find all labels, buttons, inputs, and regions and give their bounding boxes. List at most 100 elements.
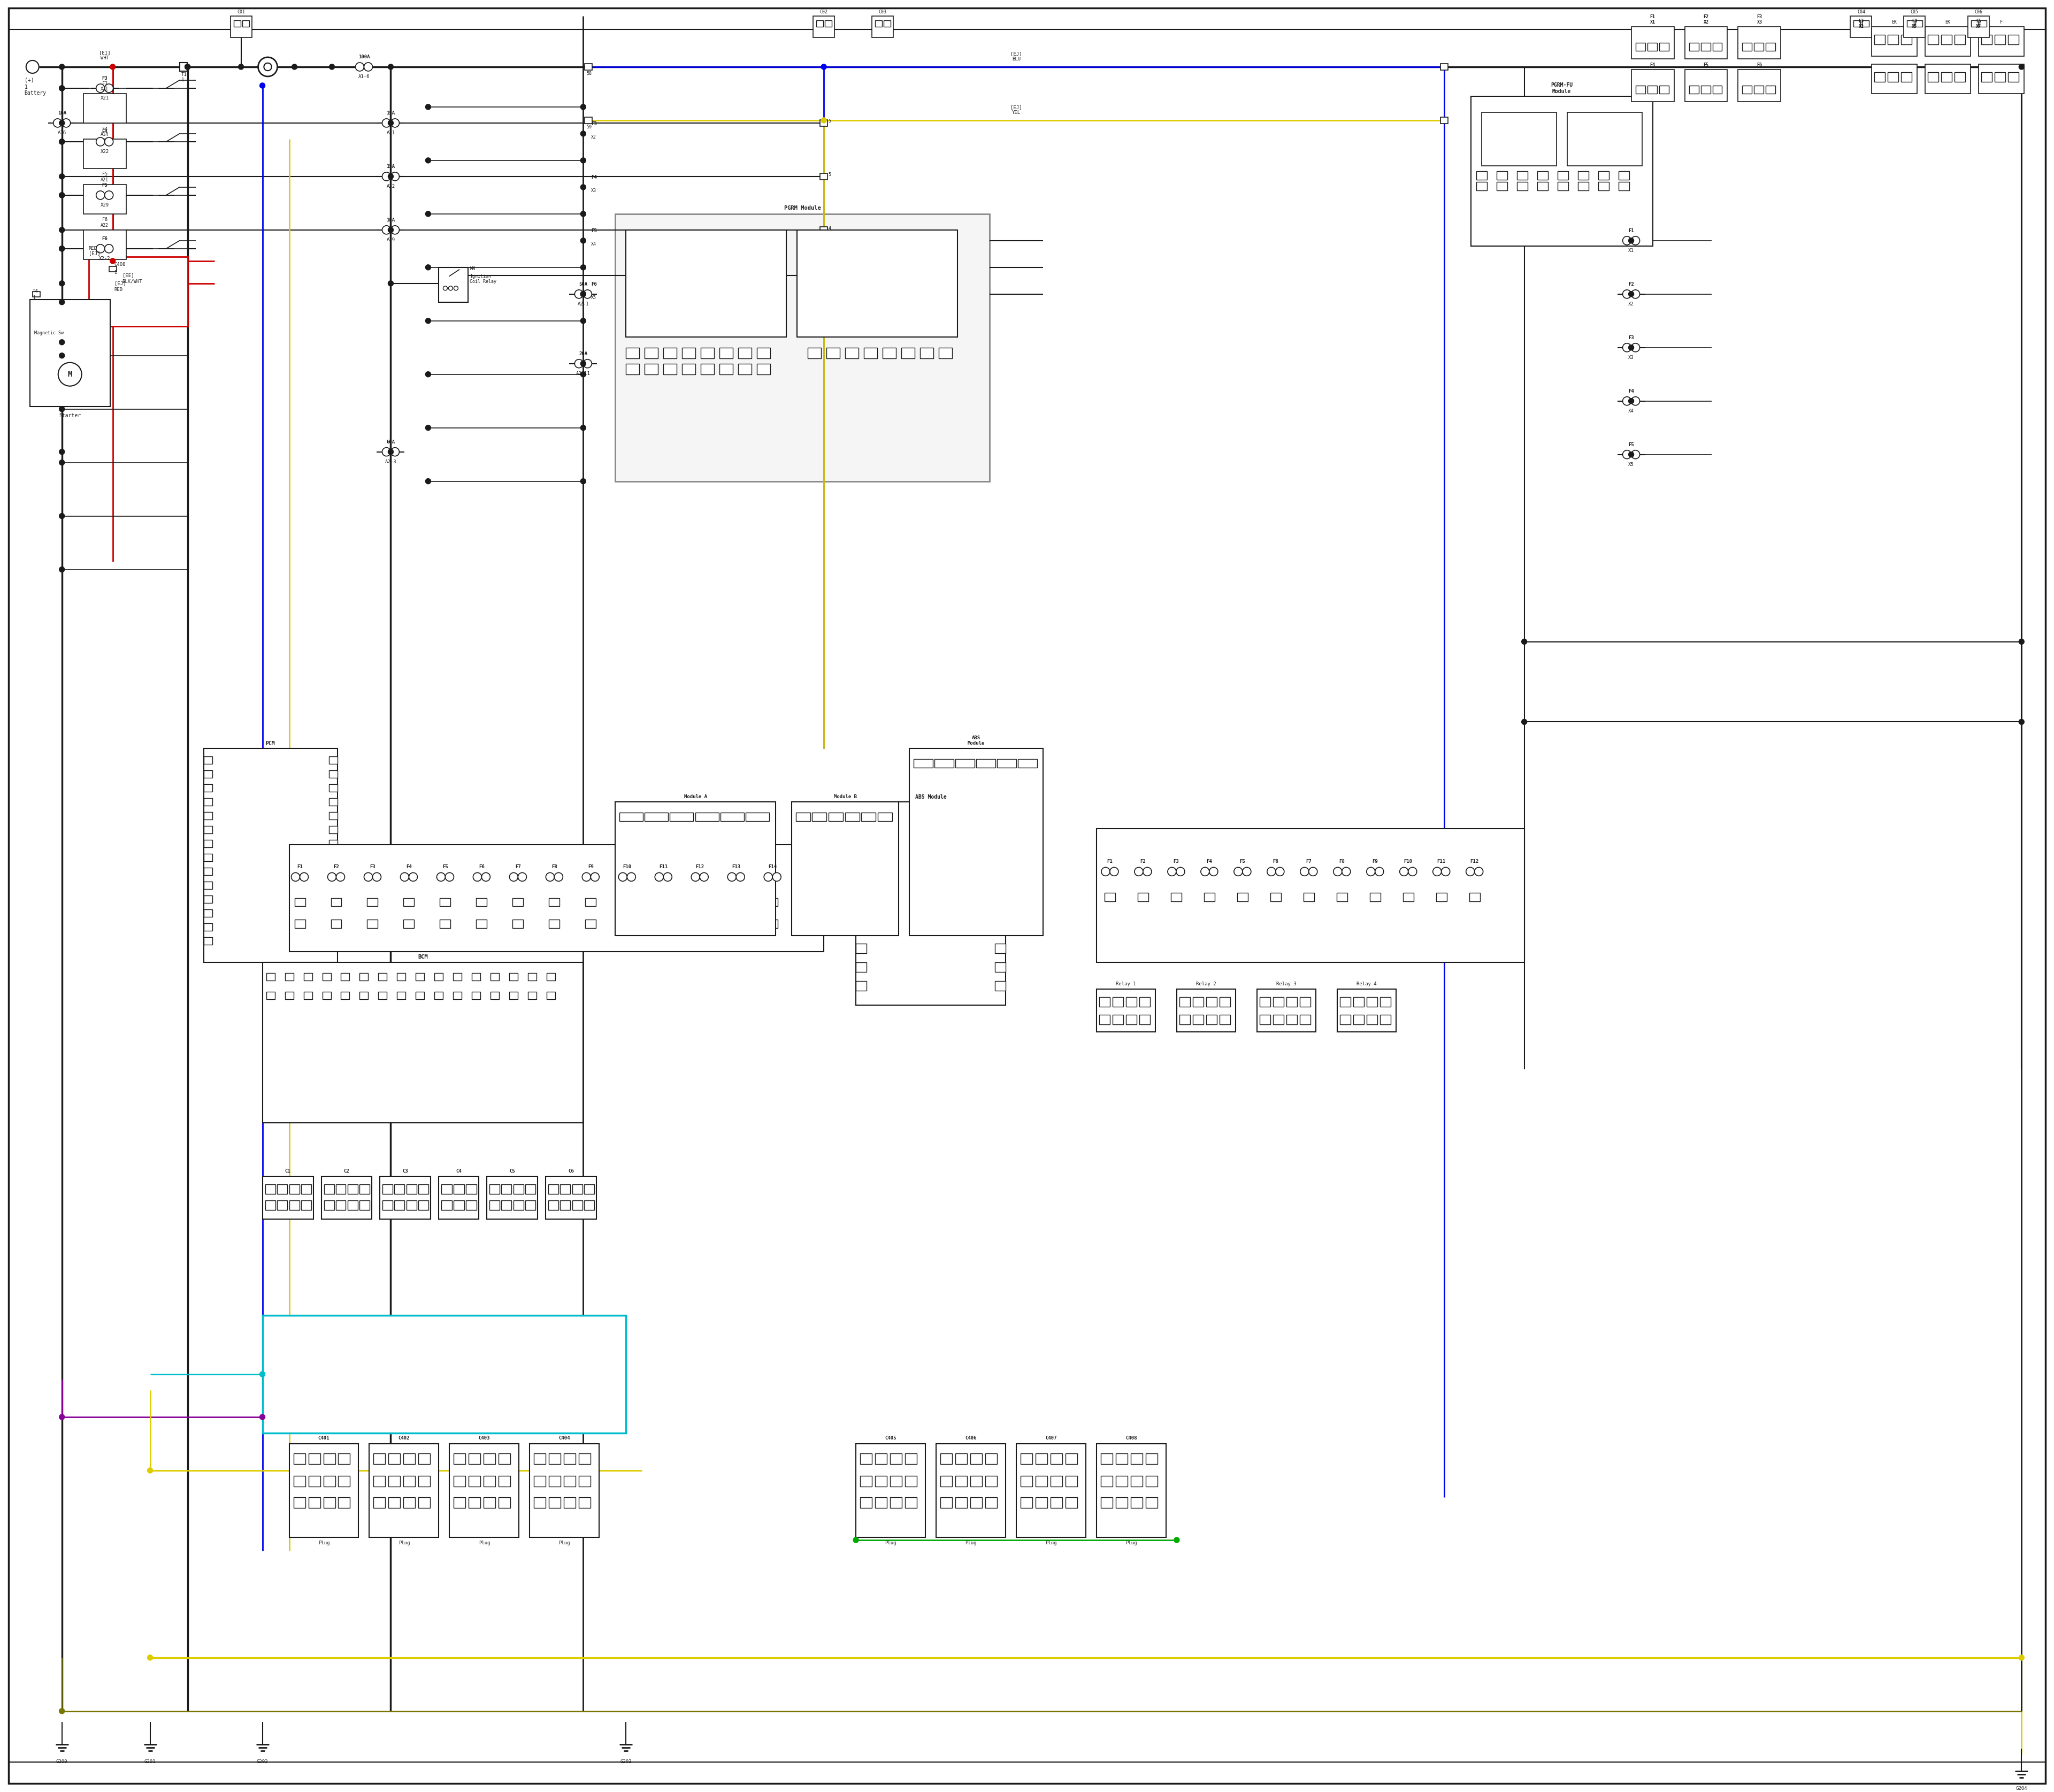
Circle shape bbox=[772, 873, 781, 882]
Bar bbox=[873, 16, 893, 38]
Circle shape bbox=[425, 158, 431, 163]
Bar bbox=[548, 1201, 559, 1210]
Circle shape bbox=[581, 371, 585, 376]
Text: F6: F6 bbox=[479, 864, 485, 869]
Text: T1: T1 bbox=[181, 72, 187, 77]
Bar bbox=[857, 1444, 926, 1538]
Bar bbox=[626, 229, 787, 337]
Circle shape bbox=[425, 104, 431, 109]
Bar bbox=[1101, 1496, 1113, 1507]
Bar bbox=[889, 1496, 902, 1507]
Bar bbox=[1994, 72, 2005, 82]
Bar bbox=[203, 855, 212, 862]
Text: 5: 5 bbox=[828, 118, 830, 124]
Circle shape bbox=[60, 174, 64, 179]
Bar bbox=[203, 756, 212, 763]
Circle shape bbox=[300, 873, 308, 882]
Bar bbox=[300, 1185, 310, 1193]
Bar bbox=[1220, 998, 1230, 1007]
Bar bbox=[1146, 1453, 1158, 1464]
Bar bbox=[548, 1453, 561, 1464]
Bar bbox=[403, 898, 415, 907]
Text: 10A: 10A bbox=[386, 217, 394, 222]
Bar bbox=[937, 1444, 1006, 1538]
Text: C02: C02 bbox=[820, 9, 828, 14]
Bar bbox=[857, 982, 867, 991]
Bar bbox=[499, 1453, 511, 1464]
Circle shape bbox=[1631, 344, 1639, 351]
Bar bbox=[626, 348, 639, 358]
Bar bbox=[1471, 97, 1653, 246]
Bar bbox=[579, 1477, 592, 1487]
Text: C4: C4 bbox=[456, 1168, 462, 1174]
Bar bbox=[719, 348, 733, 358]
Circle shape bbox=[1442, 867, 1450, 876]
Bar bbox=[528, 993, 536, 1000]
Bar bbox=[700, 348, 715, 358]
Bar bbox=[1050, 1496, 1062, 1507]
Bar bbox=[388, 1496, 401, 1507]
Text: F6: F6 bbox=[1273, 860, 1278, 864]
Bar bbox=[329, 756, 337, 763]
Circle shape bbox=[663, 873, 672, 882]
Bar bbox=[797, 814, 811, 821]
Bar bbox=[378, 993, 386, 1000]
Text: EK: EK bbox=[1892, 20, 1898, 25]
Bar bbox=[645, 364, 657, 375]
Text: X3: X3 bbox=[1629, 355, 1635, 360]
Bar bbox=[1126, 1014, 1136, 1025]
Bar bbox=[565, 1496, 575, 1507]
Text: Relay 1: Relay 1 bbox=[1115, 982, 1136, 987]
Bar bbox=[335, 1185, 345, 1193]
Bar bbox=[403, 1496, 415, 1507]
Text: Battery: Battery bbox=[25, 90, 47, 95]
Bar bbox=[548, 1477, 561, 1487]
Text: Magnetic Sw: Magnetic Sw bbox=[35, 330, 64, 335]
Bar bbox=[265, 1201, 275, 1210]
Bar bbox=[1237, 892, 1249, 901]
Bar bbox=[1619, 181, 1629, 190]
Bar bbox=[994, 982, 1006, 991]
Bar bbox=[435, 993, 444, 1000]
Bar bbox=[1339, 1014, 1349, 1025]
Circle shape bbox=[425, 425, 431, 430]
Bar bbox=[1380, 998, 1391, 1007]
Text: 16A: 16A bbox=[58, 111, 66, 115]
Text: 1: 1 bbox=[181, 77, 185, 82]
Bar bbox=[263, 1315, 626, 1434]
Text: C403: C403 bbox=[479, 1435, 491, 1441]
Bar bbox=[419, 1477, 429, 1487]
Bar bbox=[534, 1477, 546, 1487]
Bar bbox=[1050, 1477, 1062, 1487]
Text: C404: C404 bbox=[559, 1435, 571, 1441]
Bar bbox=[203, 896, 212, 903]
Text: F7: F7 bbox=[516, 864, 522, 869]
Circle shape bbox=[329, 873, 337, 882]
Bar bbox=[616, 803, 776, 935]
Bar bbox=[1469, 892, 1479, 901]
Text: F4
A14: F4 A14 bbox=[101, 127, 109, 136]
Text: A29: A29 bbox=[386, 237, 394, 242]
Bar bbox=[645, 814, 668, 821]
Text: Plug: Plug bbox=[318, 1541, 329, 1545]
Bar bbox=[466, 1185, 477, 1193]
Text: [EJ]: [EJ] bbox=[1011, 104, 1023, 109]
Text: RED: RED bbox=[88, 246, 97, 251]
Bar bbox=[1851, 16, 1871, 38]
Bar bbox=[322, 1453, 335, 1464]
Bar bbox=[331, 898, 341, 907]
Bar bbox=[546, 973, 555, 980]
Bar bbox=[1631, 27, 1674, 59]
Bar bbox=[579, 1496, 592, 1507]
Text: F4
X5: F4 X5 bbox=[1912, 18, 1916, 29]
Bar bbox=[875, 20, 881, 27]
Bar bbox=[1035, 1496, 1048, 1507]
Circle shape bbox=[454, 287, 458, 290]
Text: F11: F11 bbox=[659, 864, 668, 869]
Bar bbox=[994, 907, 1006, 916]
Bar bbox=[1955, 34, 1966, 45]
Bar bbox=[955, 760, 974, 767]
Circle shape bbox=[60, 1414, 64, 1419]
Bar bbox=[347, 1201, 357, 1210]
Bar bbox=[857, 962, 867, 971]
